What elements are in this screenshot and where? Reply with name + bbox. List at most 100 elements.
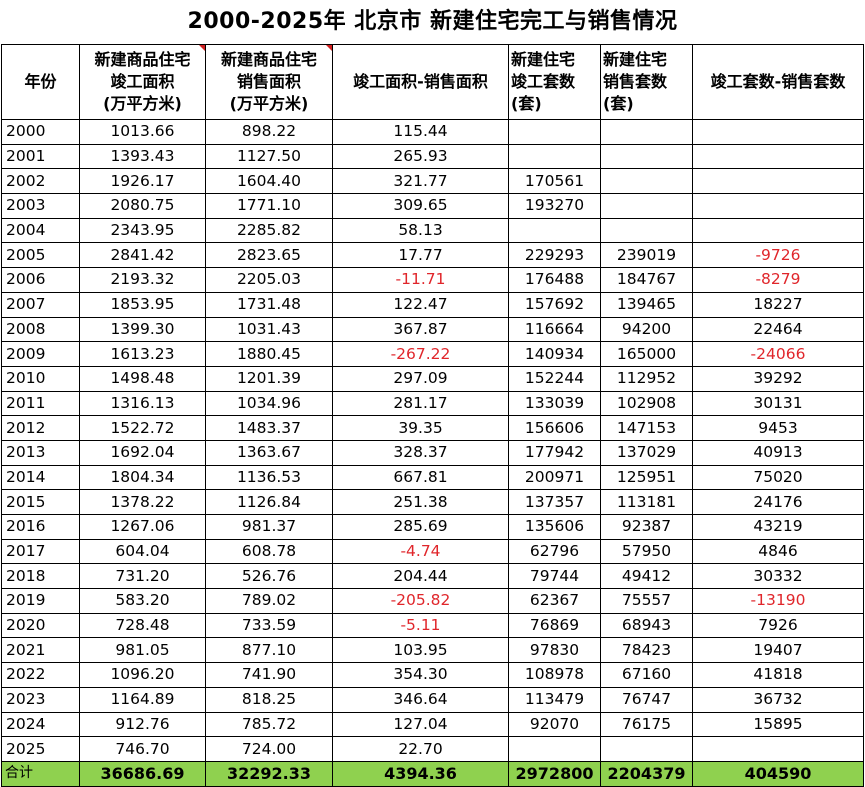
units-diff-cell: 18227 [692, 291, 864, 318]
completed-units-cell: 193270 [508, 193, 601, 219]
table-row: 2022 1096.20 741.90 354.30 108978 67160 41818 [1, 662, 864, 688]
table-row: 2019 583.20 789.02 -205.82 62367 75557 -13190 [1, 588, 864, 614]
area-diff-cell: -4.74 [332, 538, 509, 565]
header-units-diff: 竣工套数-销售套数 [692, 44, 864, 120]
completed-area-cell: 2193.32 [79, 267, 206, 293]
area-diff-cell: 321.77 [332, 168, 509, 195]
table-row: 2004 2343.95 2285.82 58.13 [1, 217, 864, 244]
sold-area-cell: 724.00 [205, 736, 333, 762]
completed-units-cell [508, 119, 601, 145]
year-cell: 2019 [1, 588, 80, 614]
area-diff-cell: 22.70 [332, 736, 509, 762]
header-line: 竣工套数-销售套数 [710, 72, 846, 91]
completed-area-cell: 728.48 [79, 612, 206, 639]
units-diff-cell: 39292 [692, 365, 864, 392]
year-cell: 2006 [1, 267, 80, 293]
completed-area-cell: 912.76 [79, 711, 206, 738]
sold-units-cell [600, 736, 693, 762]
sold-area-cell: 981.37 [205, 514, 333, 540]
sold-area-cell: 2205.03 [205, 267, 333, 293]
header-line: 年份 [24, 72, 57, 91]
completed-area-cell: 1522.72 [79, 415, 206, 441]
area-diff-cell: 127.04 [332, 711, 509, 738]
year-cell: 2004 [1, 217, 80, 244]
area-diff-cell: 265.93 [332, 143, 509, 170]
table-row: 2011 1316.13 1034.96 281.17 133039 102908 3013… [1, 390, 864, 417]
housing-table: 年份 新建商品住宅 竣工面积 (万平方米) 新建商品住宅 销售面积 (万平方米) 竣工面积-销… [1, 44, 864, 787]
year-cell: 2009 [1, 341, 80, 367]
header-line: (套) [511, 94, 542, 113]
completed-area-cell: 1692.04 [79, 439, 206, 466]
completed-units-cell: 133039 [508, 390, 601, 417]
sold-area-cell: 1604.40 [205, 168, 333, 195]
sold-units-cell: 75557 [600, 588, 693, 614]
sold-area-cell: 818.25 [205, 686, 333, 713]
year-cell: 2011 [1, 390, 80, 417]
sold-units-cell: 184767 [600, 267, 693, 293]
header-line: 新建商品住宅 [94, 50, 191, 69]
year-cell: 2018 [1, 563, 80, 590]
completed-units-cell: 176488 [508, 267, 601, 293]
area-diff-cell: -205.82 [332, 588, 509, 614]
header-line: 新建商品住宅 [220, 50, 317, 69]
units-diff-cell: 75020 [692, 464, 864, 491]
units-diff-cell [692, 168, 864, 195]
year-cell: 2002 [1, 168, 80, 195]
header-line: 竣工面积 [110, 72, 175, 91]
table-row: 2005 2841.42 2823.65 17.77 229293 239019 -9726 [1, 242, 864, 269]
area-diff-cell: 204.44 [332, 563, 509, 590]
units-diff-cell: 19407 [692, 637, 864, 664]
year-cell: 2015 [1, 489, 80, 515]
sold-units-cell: 92387 [600, 514, 693, 540]
header-line: 销售套数 [603, 72, 668, 91]
sold-units-cell: 78423 [600, 637, 693, 664]
sold-units-cell: 239019 [600, 242, 693, 269]
area-diff-cell: 281.17 [332, 390, 509, 417]
completed-units-cell: 156606 [508, 415, 601, 441]
sold-area-cell: 1363.67 [205, 439, 333, 466]
table-row: 2006 2193.32 2205.03 -11.71 176488 184767 -827… [1, 267, 864, 293]
header-line: 竣工面积-销售面积 [353, 72, 488, 91]
sold-units-cell: 76175 [600, 711, 693, 738]
units-diff-cell [692, 119, 864, 145]
completed-area-cell: 1804.34 [79, 464, 206, 491]
table-row: 2003 2080.75 1771.10 309.65 193270 [1, 193, 864, 219]
table-row: 2010 1498.48 1201.39 297.09 152244 112952 3929… [1, 365, 864, 392]
sold-area-cell: 1771.10 [205, 193, 333, 219]
year-cell: 2010 [1, 365, 80, 392]
header-completed-area: 新建商品住宅 竣工面积 (万平方米) [79, 44, 206, 120]
sold-units-cell: 57950 [600, 538, 693, 565]
units-diff-cell: 41818 [692, 662, 864, 688]
completed-area-cell: 1613.23 [79, 341, 206, 367]
header-sold-area: 新建商品住宅 销售面积 (万平方米) [205, 44, 333, 120]
year-cell: 2022 [1, 662, 80, 688]
completed-units-cell: 157692 [508, 291, 601, 318]
year-cell: 2021 [1, 637, 80, 664]
table-row: 2012 1522.72 1483.37 39.35 156606 147153 9453 [1, 415, 864, 441]
area-diff-cell: 285.69 [332, 514, 509, 540]
table-row: 2020 728.48 733.59 -5.11 76869 68943 7926 [1, 612, 864, 639]
area-diff-cell: 103.95 [332, 637, 509, 664]
table-body: 2000 1013.66 898.22 115.44 2001 1393.43 1127.5… [1, 119, 864, 787]
completed-area-cell: 1096.20 [79, 662, 206, 688]
header-line: 竣工套数 [511, 72, 576, 91]
area-diff-cell: -267.22 [332, 341, 509, 367]
table-row: 2023 1164.89 818.25 346.64 113479 76747 36732 [1, 686, 864, 713]
sold-units-cell: 2204379 [600, 760, 693, 787]
area-diff-cell: 122.47 [332, 291, 509, 318]
year-cell: 2000 [1, 119, 80, 145]
sold-area-cell: 733.59 [205, 612, 333, 639]
header-row: 年份 新建商品住宅 竣工面积 (万平方米) 新建商品住宅 销售面积 (万平方米) 竣工面积-销… [1, 44, 864, 120]
sold-units-cell: 49412 [600, 563, 693, 590]
completed-units-cell: 170561 [508, 168, 601, 195]
area-diff-cell: 667.81 [332, 464, 509, 491]
completed-units-cell: 108978 [508, 662, 601, 688]
area-diff-cell: 115.44 [332, 119, 509, 145]
units-diff-cell: 22464 [692, 316, 864, 343]
header-line: (套) [603, 94, 634, 113]
year-cell: 2024 [1, 711, 80, 738]
sold-area-cell: 789.02 [205, 588, 333, 614]
header-line: 新建住宅 [603, 50, 668, 69]
units-diff-cell: 4846 [692, 538, 864, 565]
area-diff-cell: -5.11 [332, 612, 509, 639]
